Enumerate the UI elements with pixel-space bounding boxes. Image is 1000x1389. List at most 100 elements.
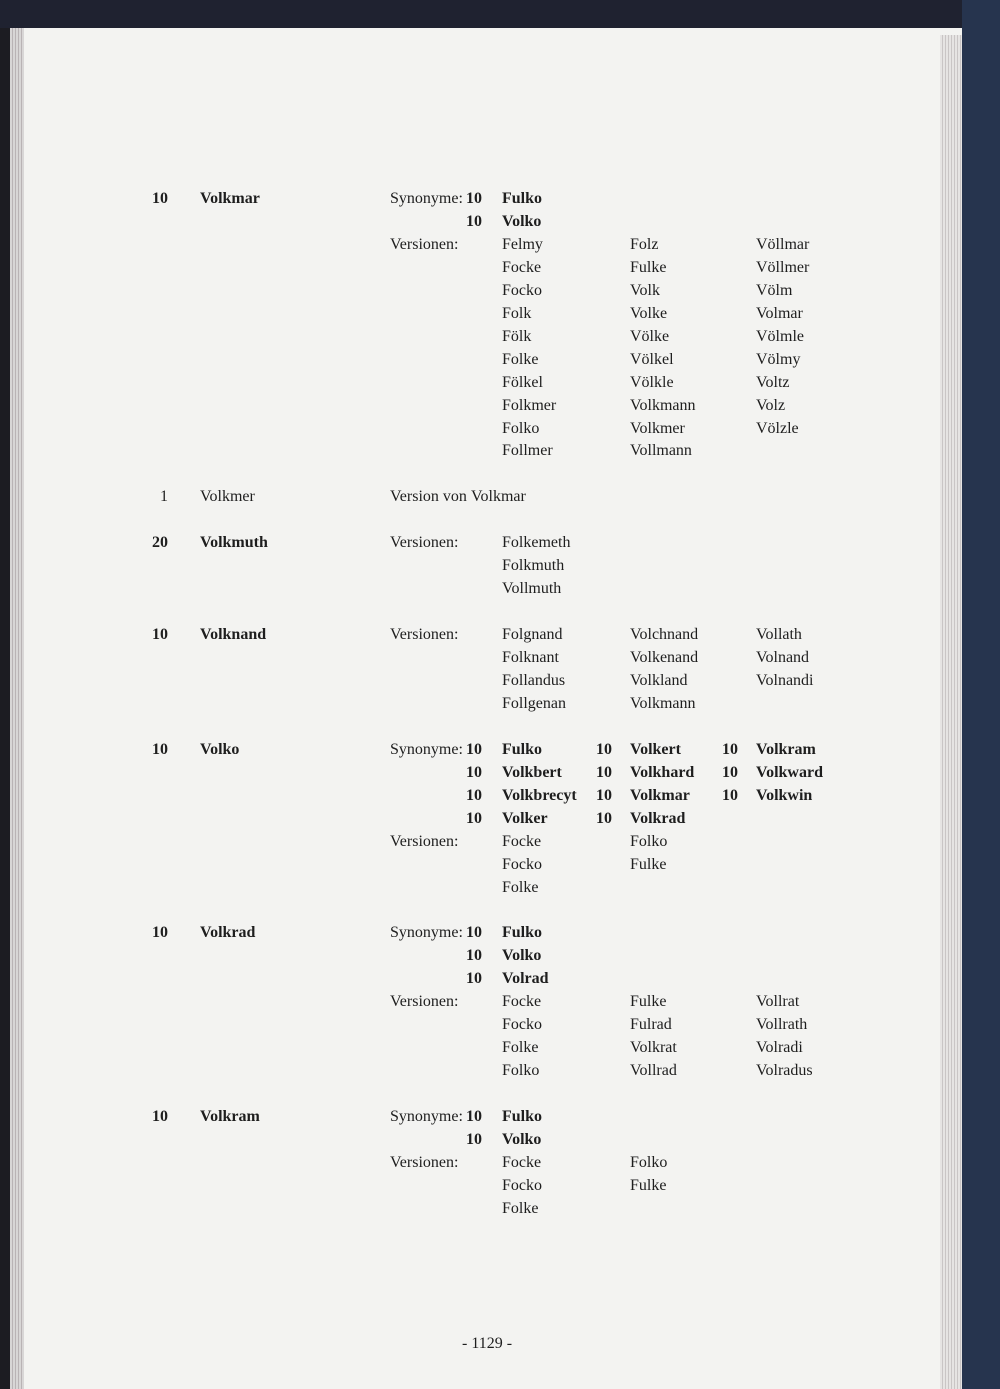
item-number: 10	[722, 740, 738, 758]
name-item: Volkrad	[630, 809, 686, 827]
entry-name: Volkmuth	[200, 534, 268, 552]
name-item: Volkmar	[630, 786, 690, 804]
name-item: Folke	[502, 1199, 539, 1217]
name-item: Volko	[502, 212, 542, 230]
name-item: Follmer	[502, 442, 553, 460]
name-item: Volkland	[630, 671, 688, 689]
name-item: Follgenan	[502, 694, 566, 712]
entry-name: Volkrad	[200, 924, 256, 942]
item-number: 10	[596, 809, 612, 827]
cover	[0, 0, 1000, 28]
item-number: 10	[466, 924, 482, 942]
entry-name: Volknand	[200, 626, 267, 644]
entry-name: Volkmer	[200, 488, 255, 506]
relation-label: Synonyme:	[390, 740, 463, 758]
name-item: Fulke	[630, 993, 667, 1011]
name-item: Volkert	[630, 740, 681, 758]
entry-number: 10	[152, 924, 168, 942]
name-item: Volz	[756, 396, 786, 414]
name-item: Fulke	[630, 1176, 667, 1194]
entry-name: Volko	[200, 740, 240, 758]
name-item: Völmle	[756, 327, 804, 345]
name-item: Volkmar	[471, 488, 526, 506]
name-item: Volko	[502, 947, 542, 965]
name-item: Volkmer	[630, 419, 685, 437]
name-item: Folko	[630, 1153, 668, 1171]
name-item: Volnandi	[756, 671, 814, 689]
relation-label: Versionen:	[390, 534, 459, 552]
item-number: 10	[722, 786, 738, 804]
name-item: Follandus	[502, 671, 566, 689]
item-number: 10	[466, 190, 482, 207]
item-number: 10	[466, 786, 482, 804]
item-number: 10	[466, 1108, 482, 1125]
name-item: Vollmuth	[502, 580, 562, 598]
name-item: Fulko	[502, 1108, 543, 1125]
name-item: Focke	[502, 832, 542, 850]
name-item: Volkhard	[630, 763, 695, 781]
relation-label: Versionen:	[390, 832, 459, 850]
name-item: Folkmuth	[502, 557, 565, 575]
name-item: Folke	[502, 350, 539, 368]
name-item: Focke	[502, 1153, 542, 1171]
item-number: 10	[466, 1130, 482, 1148]
item-number: 10	[466, 947, 482, 965]
name-item: Volchnand	[630, 626, 699, 644]
name-item: Völkel	[630, 350, 674, 368]
name-item: Vollrath	[756, 1016, 808, 1034]
name-item: Fulke	[630, 855, 667, 873]
page-number: - 1129 -	[462, 1335, 513, 1352]
relation-label: Synonyme:	[390, 924, 463, 942]
name-item: Folgnand	[502, 626, 563, 644]
name-item: Folke	[502, 878, 539, 896]
relation-label: Versionen:	[390, 626, 459, 644]
relation-label: Synonyme:	[390, 190, 463, 207]
item-number: 10	[466, 212, 482, 230]
name-item: Folk	[502, 304, 532, 322]
name-item: Focko	[502, 281, 542, 299]
name-item: Folko	[502, 1062, 540, 1080]
name-item: Volko	[502, 1130, 542, 1148]
name-item: Voltz	[756, 373, 790, 391]
name-item: Fölkel	[502, 373, 543, 391]
name-item: Fulrad	[630, 1016, 672, 1034]
name-item: Volkward	[756, 763, 823, 781]
name-item: Volradus	[756, 1062, 813, 1080]
name-item: Folknant	[502, 649, 559, 666]
item-number: 10	[596, 740, 612, 758]
name-item: Folke	[502, 1039, 539, 1057]
page-edges	[940, 35, 962, 1389]
name-item: Folkemeth	[502, 534, 571, 552]
entry-name: Volkram	[200, 1108, 260, 1125]
relation-label: Versionen:	[390, 993, 459, 1011]
entry-name: Volkmar	[200, 190, 260, 207]
name-item: Fölk	[502, 327, 532, 345]
name-item: Volkrat	[630, 1039, 677, 1057]
name-item: Volke	[630, 304, 668, 322]
name-item: Volradi	[756, 1039, 803, 1057]
item-number: 10	[466, 763, 482, 781]
name-item: Völmy	[756, 350, 801, 368]
name-item: Völlmar	[756, 235, 810, 253]
name-item: Völm	[756, 281, 793, 299]
entry-number: 10	[152, 190, 168, 207]
name-item: Volkram	[756, 740, 816, 758]
name-item: Vollmann	[630, 442, 692, 460]
name-item: Volkmann	[630, 694, 696, 712]
name-item: Folko	[502, 419, 540, 437]
name-item: Volkmann	[630, 396, 696, 414]
name-item: Fulko	[502, 190, 543, 207]
item-number: 10	[466, 809, 482, 827]
name-item: Felmy	[502, 235, 543, 253]
page-edges	[10, 28, 24, 1389]
item-number: 10	[722, 763, 738, 781]
name-item: Volkwin	[756, 786, 813, 804]
name-item: Focke	[502, 993, 542, 1011]
name-item: Volkenand	[630, 649, 699, 666]
name-item: Volker	[502, 809, 548, 827]
relation-label: Version von	[390, 488, 467, 506]
name-item: Focke	[502, 258, 542, 276]
item-number: 10	[466, 740, 482, 758]
name-item: Völzle	[756, 419, 799, 437]
